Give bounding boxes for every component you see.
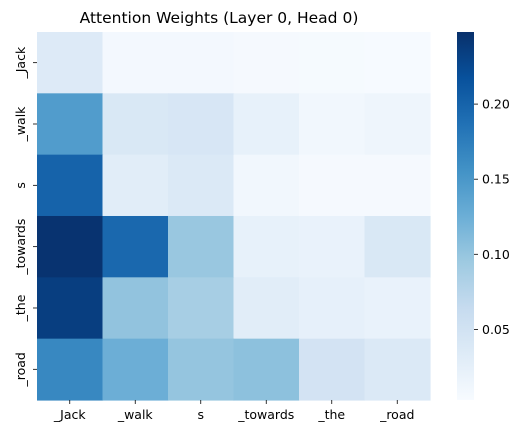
heatmap-cell <box>168 277 235 340</box>
heatmap-cell <box>37 154 104 217</box>
heatmap-cell <box>364 215 431 278</box>
heatmap-cell <box>102 154 169 217</box>
x-tick-label: _walk <box>117 407 154 422</box>
heatmap-cell <box>37 32 104 94</box>
y-tick-label: _walk <box>13 106 28 143</box>
y-tick-label: _the <box>13 294 28 322</box>
heatmap-cell <box>102 32 169 94</box>
heatmap-cell <box>299 215 366 278</box>
heatmap-cell <box>364 154 431 217</box>
heatmap-cell <box>102 338 169 401</box>
heatmap-cell <box>233 338 300 401</box>
heatmap-cells <box>37 32 431 401</box>
heatmap-cell <box>233 93 300 156</box>
heatmap-cell <box>168 32 235 94</box>
heatmap-cell <box>299 277 366 340</box>
heatmap-cell <box>299 338 366 401</box>
x-tick-label: s <box>197 407 204 422</box>
x-axis: _Jack _walk s _towards _the _road <box>53 399 414 422</box>
heatmap-cell <box>37 215 104 278</box>
heatmap-cell <box>364 93 431 156</box>
heatmap-cell <box>168 93 235 156</box>
heatmap-cell <box>168 215 235 278</box>
heatmap-cell <box>168 154 235 217</box>
heatmap-cell <box>364 32 431 94</box>
heatmap-cell <box>102 215 169 278</box>
y-tick-label: s <box>13 182 28 189</box>
y-tick-label: _Jack <box>13 46 28 79</box>
heatmap-cell <box>364 277 431 340</box>
heatmap-cell <box>168 338 235 401</box>
heatmap-cell <box>102 93 169 156</box>
colorbar-tick-label: 0.10 <box>482 247 510 262</box>
colorbar-tick-label: 0.05 <box>482 322 510 337</box>
heatmap-cell <box>299 154 366 217</box>
heatmap-cell <box>233 215 300 278</box>
heatmap-cell <box>233 32 300 94</box>
chart-title: Attention Weights (Layer 0, Head 0) <box>80 9 359 27</box>
x-tick-label: _road <box>379 407 414 422</box>
heatmap-cell <box>299 32 366 94</box>
colorbar-tick-label: 0.15 <box>482 172 510 187</box>
heatmap-cell <box>37 93 104 156</box>
x-tick-label: _Jack <box>53 407 86 422</box>
colorbar-tick-label: 0.20 <box>482 97 510 112</box>
y-tick-label: _towards <box>13 219 28 276</box>
heatmap-cell <box>37 338 104 401</box>
x-tick-label: _towards <box>237 407 294 422</box>
y-tick-label: _road <box>13 352 28 387</box>
heatmap-cell <box>364 338 431 401</box>
heatmap-cell <box>233 154 300 217</box>
heatmap-cell <box>233 277 300 340</box>
heatmap-cell <box>102 277 169 340</box>
heatmap-cell <box>37 277 104 340</box>
colorbar <box>457 32 474 400</box>
heatmap-cell <box>299 93 366 156</box>
colorbar-axis: 0.05 0.10 0.15 0.20 <box>474 97 510 337</box>
x-tick-label: _the <box>317 407 345 422</box>
